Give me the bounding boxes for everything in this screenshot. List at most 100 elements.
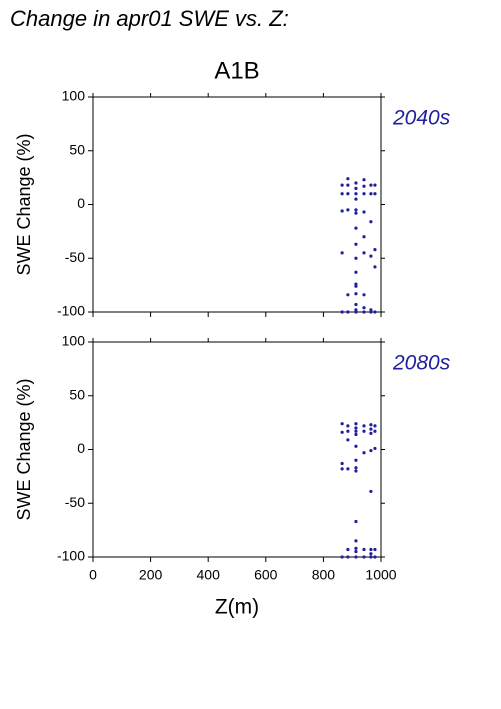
panel-label: 2080s: [392, 352, 451, 375]
point: [354, 432, 358, 437]
point: [354, 469, 358, 473]
point: [354, 466, 358, 470]
x-tick-label: 600: [254, 567, 278, 583]
y-tick-label: 50: [69, 141, 85, 157]
scenario-title: A1B: [214, 57, 259, 84]
point: [354, 519, 358, 524]
point: [369, 489, 373, 494]
y-tick-label: -100: [57, 548, 85, 564]
point: [340, 310, 344, 314]
y-tick-label: -50: [65, 494, 85, 510]
point: [346, 310, 350, 314]
point: [354, 192, 358, 196]
point: [373, 547, 377, 552]
figure-title: Change in apr01 SWE vs. Z:: [10, 6, 289, 31]
point: [362, 251, 366, 255]
point: [362, 306, 366, 310]
point: [373, 183, 377, 187]
point: [354, 284, 358, 288]
y-tick-label: 100: [62, 333, 86, 349]
y-tick-label: 0: [77, 440, 85, 456]
point: [340, 192, 344, 196]
x-tick-label: 1000: [365, 567, 396, 583]
point: [354, 422, 358, 426]
point: [354, 458, 358, 462]
point: [362, 424, 366, 428]
point: [362, 178, 366, 182]
point: [369, 183, 373, 187]
point: [369, 310, 373, 314]
y-tick-label: -50: [65, 249, 85, 265]
panel-label: 2040s: [392, 107, 451, 130]
point: [362, 555, 366, 559]
point: [369, 547, 373, 552]
point: [354, 555, 358, 559]
point: [354, 550, 358, 554]
x-tick-label: 0: [89, 567, 97, 583]
x-axis-label: Z(m): [215, 596, 259, 619]
point: [340, 251, 344, 255]
point: [373, 310, 377, 314]
point: [373, 424, 377, 428]
point: [346, 555, 350, 559]
point: [369, 254, 373, 258]
point: [346, 208, 350, 212]
point: [362, 310, 366, 314]
point: [354, 546, 358, 551]
point: [362, 184, 366, 188]
y-axis-label: SWE Change (%): [14, 133, 34, 275]
point: [369, 431, 373, 435]
point: [346, 429, 350, 433]
point: [354, 426, 358, 430]
point: [354, 270, 358, 274]
point: [340, 467, 344, 471]
point: [340, 461, 344, 466]
point: [362, 547, 366, 552]
point: [354, 292, 358, 296]
point: [362, 235, 366, 239]
point: [373, 429, 377, 433]
point: [373, 265, 377, 269]
point: [340, 209, 344, 213]
plot-frame: [92, 96, 382, 313]
point: [340, 183, 344, 187]
point: [362, 210, 366, 214]
point: [354, 256, 358, 260]
point: [362, 192, 366, 196]
x-tick-label: 400: [197, 567, 221, 583]
point: [354, 181, 358, 185]
point: [354, 302, 358, 307]
plot-frame: [92, 341, 382, 558]
point: [346, 293, 350, 297]
x-tick-label: 800: [312, 567, 336, 583]
point: [346, 192, 350, 196]
point: [340, 430, 344, 434]
point: [354, 186, 358, 190]
point: [369, 220, 373, 224]
point: [354, 242, 358, 246]
point: [369, 448, 373, 453]
point: [346, 177, 350, 181]
point: [354, 539, 358, 543]
y-tick-label: 100: [62, 88, 86, 104]
point: [340, 555, 344, 559]
y-tick-label: -100: [57, 303, 85, 319]
point: [354, 197, 358, 201]
point: [373, 248, 377, 252]
point: [346, 547, 350, 552]
y-tick-label: 50: [69, 386, 85, 402]
point: [369, 192, 373, 196]
point: [373, 555, 377, 559]
point: [362, 293, 366, 297]
point: [369, 423, 373, 427]
x-tick-label: 200: [139, 567, 163, 583]
point: [340, 422, 344, 426]
y-axis-label: SWE Change (%): [14, 378, 34, 520]
point: [354, 226, 358, 230]
point: [354, 444, 358, 448]
point: [362, 451, 366, 455]
point: [346, 467, 350, 471]
point: [354, 429, 358, 433]
